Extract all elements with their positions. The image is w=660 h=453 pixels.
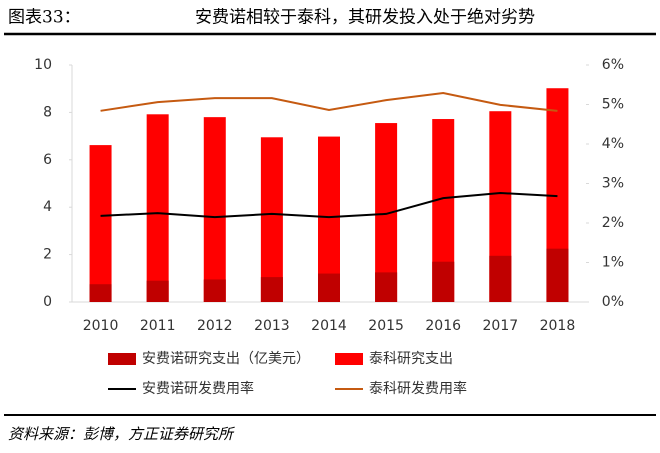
x-tick-label: 2017 — [483, 318, 519, 334]
y-tick-label: 0 — [43, 294, 52, 310]
y2-tick-label: 2% — [602, 215, 624, 231]
y2-tick-label: 4% — [602, 136, 624, 152]
bar — [203, 279, 226, 302]
bar — [489, 111, 512, 302]
legend-label: 泰科研发费用率 — [369, 380, 467, 397]
bar — [203, 117, 226, 302]
y2-tick-label: 0% — [602, 294, 624, 310]
source: 资料来源：彭博，方正证券研究所 — [8, 425, 235, 443]
bar — [318, 273, 340, 302]
bar — [260, 137, 283, 302]
y-tick-label: 6 — [43, 152, 52, 168]
y2-tick-label: 5% — [602, 97, 624, 113]
x-tick-label: 2011 — [140, 318, 176, 334]
bar — [260, 277, 283, 302]
y-tick-label: 4 — [43, 199, 52, 215]
x-tick-label: 2013 — [254, 318, 290, 334]
bar — [432, 119, 455, 302]
legend-label: 安费诺研发费用率 — [142, 380, 254, 397]
bar — [489, 255, 512, 302]
x-tick-label: 2012 — [197, 318, 233, 334]
figure-title: 安费诺相较于泰科，其研发投入处于绝对劣势 — [195, 8, 535, 28]
line — [100, 191, 558, 219]
bar — [375, 272, 398, 302]
x-tick-label: 2018 — [540, 318, 576, 334]
bar — [375, 123, 398, 302]
x-tick-label: 2010 — [83, 318, 119, 334]
bar — [546, 248, 569, 302]
bar — [146, 280, 169, 302]
figure-label: 图表33： — [8, 8, 81, 28]
line — [100, 92, 558, 112]
legend-label: 泰科研究支出 — [369, 351, 453, 367]
y2-tick-label: 3% — [602, 176, 624, 192]
legend-label: 安费诺研究支出（亿美元） — [142, 351, 310, 367]
x-tick-label: 2014 — [311, 318, 347, 334]
bar — [146, 114, 169, 303]
x-tick-label: 2016 — [425, 318, 461, 334]
y2-tick-label: 6% — [602, 57, 624, 73]
bar — [89, 145, 112, 302]
y-tick-label: 8 — [43, 104, 52, 120]
bar — [432, 261, 455, 302]
x-tick-label: 2015 — [368, 318, 404, 334]
bar — [546, 88, 569, 302]
y-tick-label: 2 — [43, 247, 52, 263]
y-tick-label: 10 — [34, 57, 52, 73]
y2-tick-label: 1% — [602, 255, 624, 271]
legend-swatch — [335, 353, 363, 365]
legend-swatch — [108, 353, 136, 365]
bar — [89, 284, 112, 302]
bar — [318, 136, 340, 302]
